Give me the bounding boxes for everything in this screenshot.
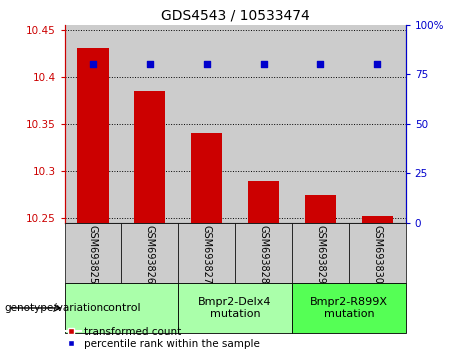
- Point: [89, 62, 97, 67]
- Point: [260, 62, 267, 67]
- Text: GSM693827: GSM693827: [201, 225, 212, 284]
- Point: [317, 62, 324, 67]
- Text: GSM693826: GSM693826: [145, 225, 155, 284]
- Bar: [292, 283, 406, 333]
- Text: control: control: [102, 303, 141, 313]
- Text: GSM693829: GSM693829: [315, 225, 325, 284]
- Bar: [349, 223, 406, 283]
- Bar: [178, 283, 292, 333]
- Bar: [235, 223, 292, 283]
- Bar: [134, 91, 165, 223]
- Point: [203, 62, 210, 67]
- Bar: [191, 133, 222, 223]
- Bar: [361, 216, 393, 223]
- Bar: [65, 283, 178, 333]
- Bar: [305, 195, 336, 223]
- Text: Bmpr2-R899X
mutation: Bmpr2-R899X mutation: [310, 297, 388, 319]
- Bar: [178, 223, 235, 283]
- Text: GSM693830: GSM693830: [372, 225, 382, 284]
- Bar: [235, 25, 292, 223]
- Bar: [349, 25, 406, 223]
- Title: GDS4543 / 10533474: GDS4543 / 10533474: [161, 8, 309, 22]
- Bar: [121, 223, 178, 283]
- Bar: [121, 25, 178, 223]
- Bar: [65, 223, 121, 283]
- Bar: [248, 181, 279, 223]
- Point: [146, 62, 154, 67]
- Bar: [77, 48, 109, 223]
- Bar: [178, 25, 235, 223]
- Text: GSM693825: GSM693825: [88, 225, 98, 284]
- Text: Bmpr2-Delx4
mutation: Bmpr2-Delx4 mutation: [198, 297, 272, 319]
- Bar: [292, 25, 349, 223]
- Text: GSM693828: GSM693828: [259, 225, 269, 284]
- Legend: transformed count, percentile rank within the sample: transformed count, percentile rank withi…: [60, 327, 260, 349]
- Bar: [65, 25, 121, 223]
- Text: genotype/variation: genotype/variation: [5, 303, 104, 313]
- Bar: [292, 223, 349, 283]
- Point: [373, 62, 381, 67]
